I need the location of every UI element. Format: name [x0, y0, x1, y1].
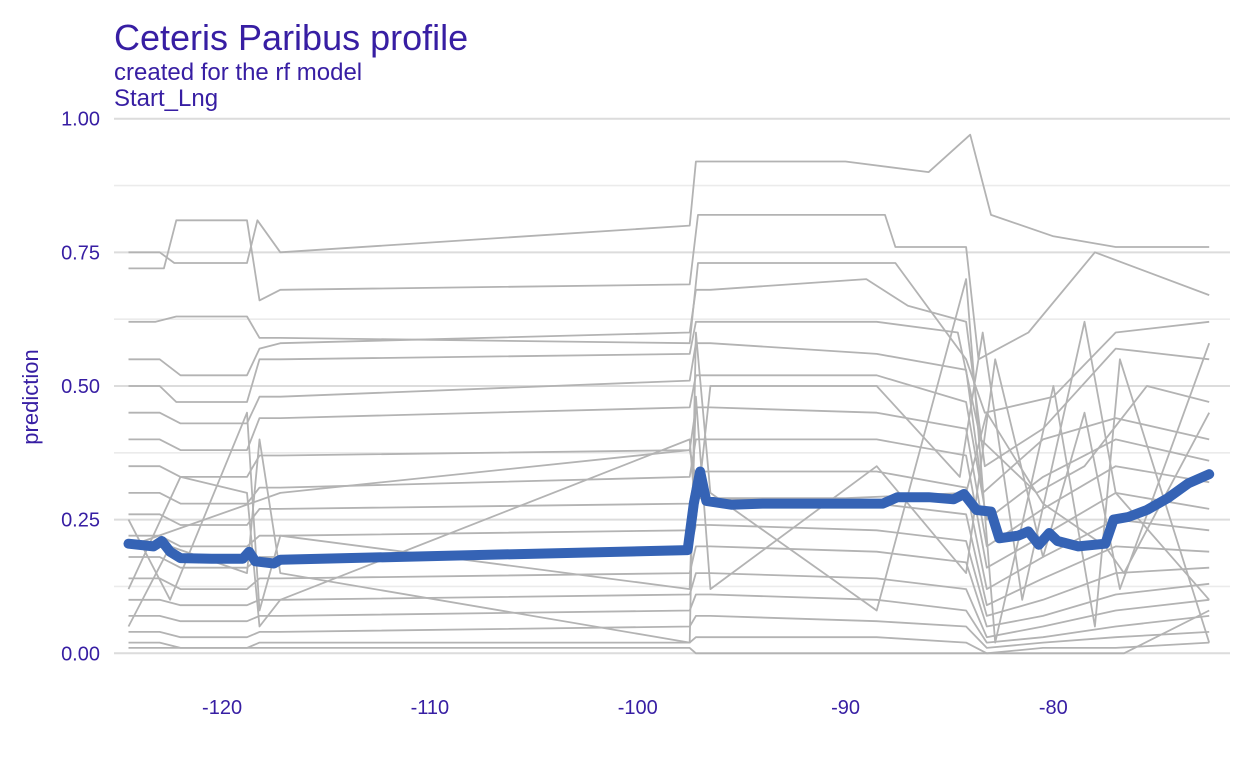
average-profile	[123, 466, 1215, 569]
profile-line	[128, 278, 1210, 468]
profile-line	[127, 342, 1211, 612]
y-tick-label: 0.00	[61, 643, 100, 665]
profile-line	[128, 609, 1210, 655]
y-axis-title: prediction	[18, 349, 43, 444]
x-tick-label: -120	[202, 697, 242, 719]
y-axis-ticks: 0.00 0.25 0.50 0.75 1.00	[61, 109, 100, 666]
y-tick-label: 1.00	[61, 109, 100, 131]
y-tick-label: 0.75	[61, 242, 100, 264]
chart-title: Ceteris Paribus profile	[114, 17, 468, 58]
y-tick-label: 0.50	[61, 376, 100, 398]
profile-line	[128, 545, 1210, 628]
y-tick-label: 0.25	[61, 510, 100, 532]
profile-line	[128, 133, 1210, 264]
x-tick-label: -80	[1039, 697, 1068, 719]
profile-line	[128, 593, 1210, 644]
average-profile-line	[123, 466, 1215, 569]
profile-lines	[127, 133, 1211, 655]
profile-line	[128, 213, 1210, 361]
profile-line	[128, 262, 1210, 414]
facet-label: Start_Lng	[114, 85, 218, 112]
x-axis-ticks: -120 -110 -100 -90 -80	[202, 697, 1068, 719]
profile-line	[128, 615, 1210, 649]
chart-subtitle: created for the rf model	[114, 59, 362, 86]
x-tick-label: -100	[618, 697, 658, 719]
profile-line	[128, 438, 1210, 569]
profile-line	[128, 572, 1210, 639]
profile-line	[128, 320, 1210, 494]
x-tick-label: -90	[831, 697, 860, 719]
x-tick-label: -110	[411, 697, 450, 719]
grid-lines	[114, 117, 1230, 655]
